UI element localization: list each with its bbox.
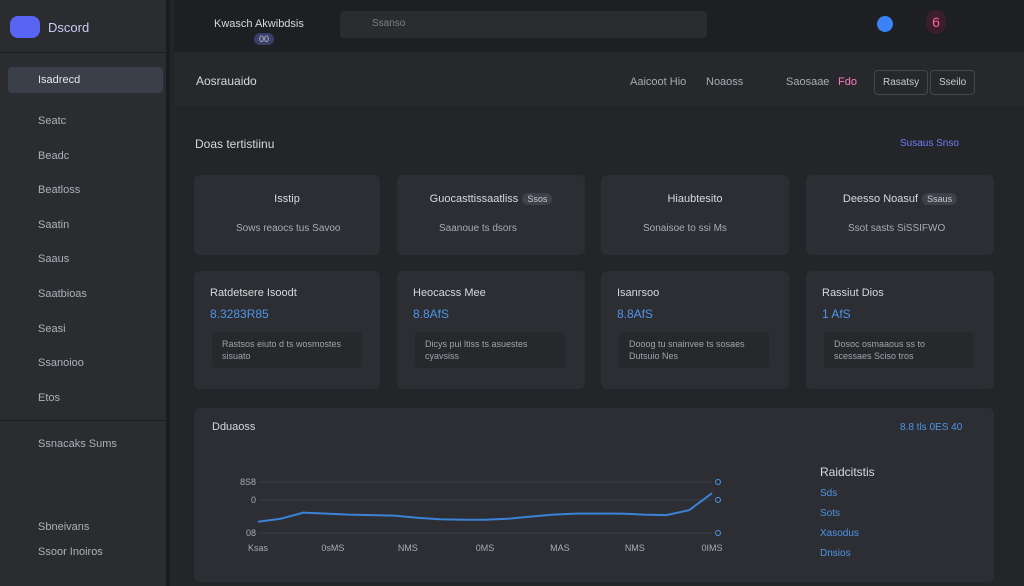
metric-value: 8.8AfS (413, 307, 450, 321)
nav-item[interactable]: Ssnacaks Sums (38, 438, 117, 451)
card-text: Saanoue ts dsors (439, 223, 517, 234)
nav-item[interactable]: Ssoor Inoiros (38, 546, 103, 558)
chart-card: Dduaoss 8.8 tls 0ES 40 Raidcitstis Sds So… (194, 408, 994, 582)
metric-text: Dosoc osmaaous ss to scessaes Sciso tros (824, 332, 974, 368)
divider (0, 420, 166, 421)
metric-title: Rassiut Dios (822, 287, 884, 299)
x-tick-label: NMS (625, 543, 645, 553)
nav-item[interactable]: Saaus (38, 253, 70, 266)
page-header: Aosrauaido Aaicoot Hio Noaoss Saosaae Fd… (174, 52, 1024, 106)
nav-item[interactable]: Isadrecd (8, 67, 163, 93)
card-title: Hiaubtesito (601, 193, 789, 205)
card-title: Deesso Noasuf Ssaus (806, 193, 994, 205)
card-title-text: Isstip (274, 193, 300, 205)
legend-title: Raidcitstis (820, 465, 875, 479)
metric-value: 8.3283R85 (210, 307, 269, 321)
x-tick-label: 0MS (476, 543, 495, 553)
metric-text: Dicys pui ltiss ts asuestes cyavsiss (415, 332, 565, 368)
y-tick-label: 0 (251, 495, 256, 505)
card-title: Guocasttissaatliss Ssos (397, 193, 585, 205)
metric-text: Rastsos eiuto d ts wosmostes sisuato (212, 332, 362, 368)
nav-item[interactable]: Saatbioas (38, 288, 87, 300)
y-tick-dot (715, 496, 721, 503)
chart-title: Dduaoss (212, 421, 256, 433)
metric-text: Dooog tu snainvee ts sosaes Dutsuio Nes (619, 332, 769, 368)
metric-card: Rassiut Dios 1 AfS Dosoc osmaaous ss to sc… (806, 271, 994, 389)
sidebar: Dscord Isadrecd Seatc Beadc Beatloss Saatin S… (0, 0, 170, 586)
nav-item[interactable]: Seasi (38, 322, 66, 335)
status-icon[interactable] (877, 16, 893, 32)
stat: Aaicoot Hio (630, 76, 687, 88)
y-tick-dot (715, 479, 721, 485)
search[interactable]: Ssanso (340, 11, 707, 38)
logo-icon (10, 16, 40, 38)
status-card: Guocasttissaatliss Ssos Saanoue ts dsors (397, 175, 585, 255)
x-tick-label: NMS (398, 543, 418, 553)
metric-card: Heocacss Mee 8.8AfS Dicys pui ltiss ts asu… (397, 271, 585, 389)
legend-item: Xasodus (820, 528, 859, 539)
x-tick-label: 0sMS (321, 543, 344, 553)
nav-item[interactable]: Etos (38, 391, 61, 404)
x-tick-label: Ksas (248, 543, 269, 553)
page-title: Aosrauaido (196, 74, 257, 88)
chart-range[interactable]: 8.8 tls 0ES 40 (900, 422, 963, 433)
line-series (257, 492, 713, 523)
card-text: Sonaisoe to ssi Ms (643, 223, 727, 234)
button[interactable]: Rasatsy (874, 70, 929, 95)
metric-title: Heocacss Mee (413, 287, 486, 299)
y-tick-dot (715, 530, 721, 536)
user-avatar[interactable]: 6 (926, 10, 946, 34)
card-title-text: Guocasttissaatliss (429, 193, 519, 205)
x-tick-label: MAS (550, 543, 570, 553)
nav-item[interactable]: Seatc (38, 115, 67, 127)
status-card: Isstip Sows reaocs tus Savoo (194, 175, 380, 255)
metric-card: Isanrsoo 8.8AfS Dooog tu snainvee ts sosae… (601, 271, 789, 389)
status-card: Hiaubtesito Sonaisoe to ssi Ms (601, 175, 789, 255)
metric-value: 1 AfS (822, 307, 851, 321)
legend-item: Dnsios (820, 548, 851, 559)
nav-item[interactable]: Beatloss (38, 184, 81, 197)
y-tick-label: 8S8 (240, 477, 256, 487)
card-text: Sows reaocs tus Savoo (236, 223, 341, 234)
button[interactable]: Sseilo (930, 70, 976, 95)
divider (0, 52, 166, 53)
nav-item[interactable]: Sbneivans (38, 521, 90, 533)
nav-item[interactable]: Ssanoioo (38, 357, 84, 370)
stat-badge: Fdo (838, 76, 857, 88)
metric-card: Ratdetsere Isoodt 8.3283R85 Rastsos eiuto … (194, 271, 380, 389)
nav-item[interactable]: Beadc (38, 149, 70, 162)
legend-item: Sots (820, 508, 841, 519)
x-tick-label: 0IMS (701, 543, 722, 553)
card-title-text: Hiaubtesito (667, 193, 723, 205)
stat: Saosaae (786, 76, 830, 88)
workspace-badge: 00 (254, 33, 275, 45)
metric-value: 8.8AfS (617, 307, 654, 321)
card-text: Ssot sasts SiSSIFWO (848, 223, 946, 234)
nav-item[interactable]: Saatin (38, 218, 70, 231)
card-badge: Ssaus (922, 193, 958, 205)
card-title: Isstip (194, 193, 380, 205)
stat: Noaoss (706, 76, 744, 88)
workspace: Kwasch Akwibdsis (214, 18, 304, 30)
metric-title: Isanrsoo (617, 287, 660, 299)
section-title: Doas tertistiinu (195, 137, 275, 151)
card-title-text: Deesso Noasuf (842, 193, 919, 205)
card-badge: Ssos (522, 193, 553, 205)
section-link[interactable]: Susaus Snso (900, 138, 959, 149)
metric-title: Ratdetsere Isoodt (210, 287, 297, 299)
y-tick-label: 08 (246, 528, 256, 538)
legend-item: Sds (820, 488, 838, 499)
logo: Dscord (48, 20, 90, 35)
top-bar: Kwasch Akwibdsis 00 Ssanso 6 (174, 0, 1024, 52)
status-card: Deesso Noasuf Ssaus Ssot sasts SiSSIFWO (806, 175, 994, 255)
